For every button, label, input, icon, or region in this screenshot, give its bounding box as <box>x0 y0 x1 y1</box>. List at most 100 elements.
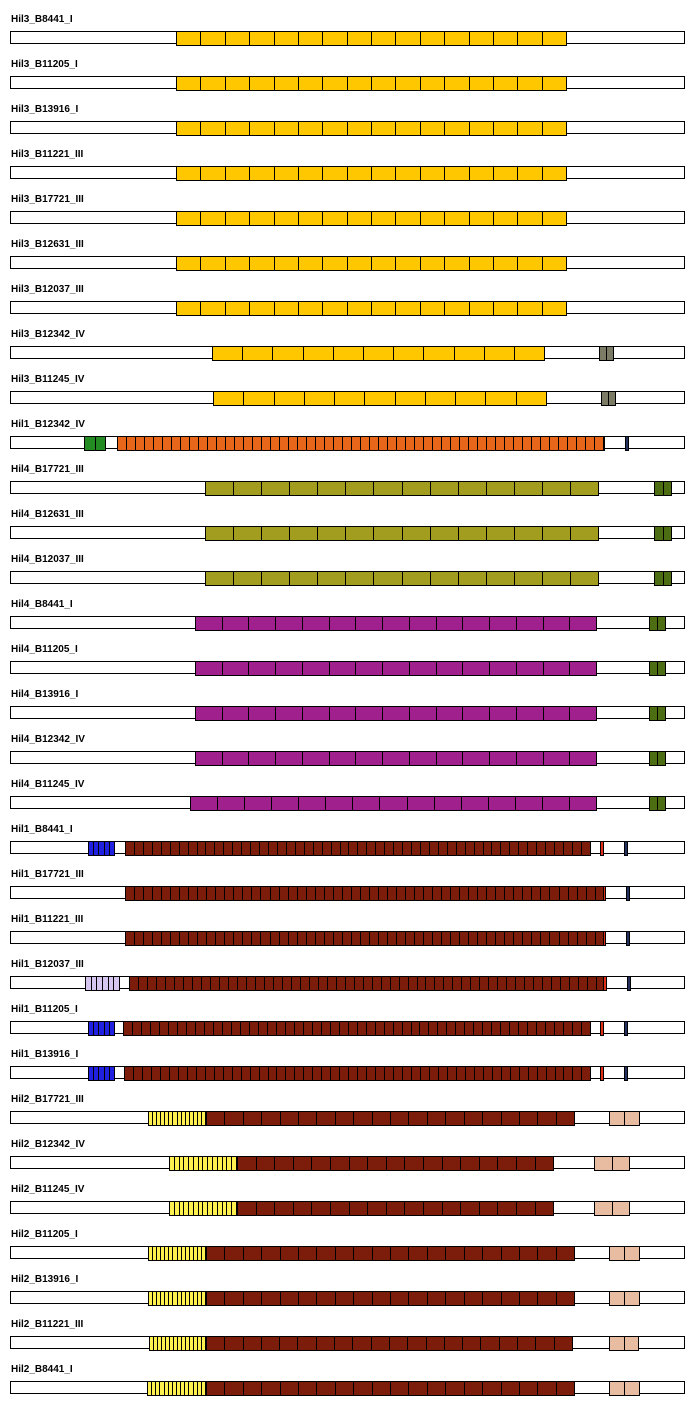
repeat-cell <box>414 932 423 945</box>
repeat-cell <box>468 122 493 135</box>
repeat-cell <box>224 1247 242 1260</box>
repeat-cell <box>569 752 596 765</box>
repeat-cell <box>395 167 419 180</box>
repeat-cell <box>257 1022 267 1035</box>
repeat-cell <box>368 932 378 945</box>
repeat-cell <box>419 1067 429 1080</box>
repeat-cell <box>515 752 543 765</box>
repeat-cell <box>196 1292 201 1305</box>
repeat-cell <box>350 887 360 900</box>
track-label: Hil1_B12037_III <box>11 959 84 970</box>
repeat-cell <box>184 1112 189 1125</box>
repeat-cell <box>462 1337 480 1350</box>
repeat-cell <box>197 932 206 945</box>
repeat-cell <box>305 932 315 945</box>
domain-segment <box>169 1156 237 1171</box>
domain-segment <box>600 1021 604 1036</box>
repeat-cell <box>356 1022 366 1035</box>
repeat-cell <box>624 1112 639 1125</box>
repeat-cell <box>258 1067 268 1080</box>
repeat-cell <box>153 437 162 450</box>
repeat-cell <box>473 1022 482 1035</box>
repeat-cell <box>226 1202 231 1215</box>
track-row: Hil2_B17721_III <box>0 1094 695 1139</box>
repeat-cell <box>102 977 108 990</box>
repeat-cell <box>572 1022 581 1035</box>
repeat-cell <box>576 887 586 900</box>
repeat-cell <box>261 1247 279 1260</box>
domain-segment <box>649 751 666 766</box>
repeat-cell <box>606 347 613 360</box>
repeat-cell <box>202 1157 207 1170</box>
repeat-cell <box>581 1022 590 1035</box>
repeat-cell <box>355 617 382 630</box>
repeat-cell <box>554 1022 563 1035</box>
repeat-cell <box>657 707 665 720</box>
repeat-cell <box>362 347 393 360</box>
repeat-cell <box>242 1382 261 1395</box>
repeat-cell <box>464 1022 473 1035</box>
repeat-cell <box>330 842 340 855</box>
repeat-cell <box>555 1247 574 1260</box>
repeat-cell <box>334 1337 352 1350</box>
repeat-cell <box>146 977 156 990</box>
repeat-cell <box>437 842 447 855</box>
repeat-cell <box>368 887 378 900</box>
repeat-cell <box>107 977 114 990</box>
repeat-cell <box>192 1292 197 1305</box>
repeat-cell <box>408 1112 426 1125</box>
repeat-cell <box>311 1157 330 1170</box>
repeat-cell <box>568 797 596 810</box>
repeat-cell <box>254 977 264 990</box>
repeat-cell <box>384 1067 393 1080</box>
repeat-cell <box>423 887 432 900</box>
repeat-cell <box>293 1022 303 1035</box>
repeat-cell <box>601 842 603 855</box>
repeat-cell <box>276 1067 285 1080</box>
repeat-cell <box>515 1157 535 1170</box>
repeat-cell <box>134 887 143 900</box>
repeat-cell <box>126 842 134 855</box>
repeat-cell <box>312 842 322 855</box>
repeat-cell <box>423 347 453 360</box>
domain-segment <box>603 931 606 946</box>
repeat-cell <box>175 1382 180 1395</box>
repeat-cell <box>177 302 200 315</box>
domain-segment <box>601 391 616 406</box>
domain-segment <box>176 166 567 181</box>
repeat-cell <box>289 527 317 540</box>
repeat-cell <box>594 932 604 945</box>
domain-segment <box>195 751 597 766</box>
repeat-cell <box>362 977 372 990</box>
repeat-cell <box>218 977 228 990</box>
track-label: Hil1_B11221_III <box>11 914 84 925</box>
repeat-cell <box>468 212 493 225</box>
repeat-cell <box>196 752 222 765</box>
track-row: Hil1_B11205_I <box>0 1004 695 1049</box>
repeat-cell <box>408 1382 426 1395</box>
repeat-cell <box>513 437 522 450</box>
repeat-cell <box>197 887 206 900</box>
repeat-cell <box>441 887 450 900</box>
repeat-cell <box>558 437 567 450</box>
repeat-cell <box>624 1292 639 1305</box>
repeat-cell <box>468 437 477 450</box>
track-label: Hil1_B17721_III <box>11 869 84 880</box>
repeat-cell <box>184 1292 189 1305</box>
repeat-cell <box>207 1157 212 1170</box>
repeat-cell <box>224 32 249 45</box>
repeat-cell <box>332 347 363 360</box>
repeat-cell <box>373 572 401 585</box>
repeat-cell <box>192 1382 197 1395</box>
repeat-cell <box>486 437 495 450</box>
repeat-cell <box>390 1247 408 1260</box>
repeat-cell <box>329 1157 349 1170</box>
repeat-cell <box>200 122 224 135</box>
repeat-cell <box>541 527 570 540</box>
repeat-cell <box>297 122 322 135</box>
repeat-cell <box>206 932 215 945</box>
repeat-cell <box>205 842 214 855</box>
repeat-cell <box>567 887 577 900</box>
track-label: Hil4_B12037_III <box>11 554 84 565</box>
repeat-cell <box>513 347 544 360</box>
